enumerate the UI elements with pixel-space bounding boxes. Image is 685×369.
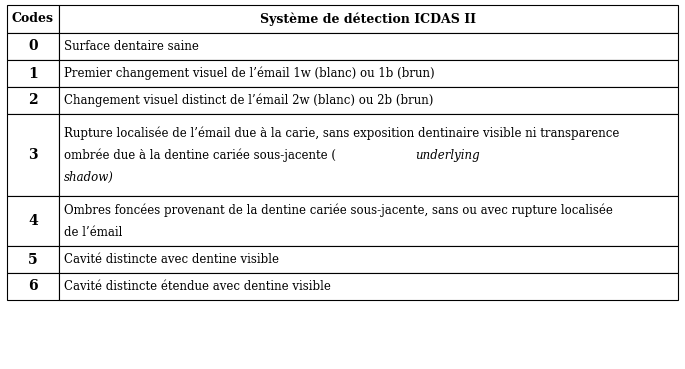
Text: Rupture localisée de l’émail due à la carie, sans exposition dentinaire visible : Rupture localisée de l’émail due à la ca… (64, 126, 619, 140)
Bar (7, 114, 59, 196)
Text: Cavité distincte avec dentine visible: Cavité distincte avec dentine visible (64, 253, 279, 266)
Bar (7, 87, 59, 114)
Bar (7, 273, 59, 300)
Bar (59, 246, 678, 273)
Text: Changement visuel distinct de l’émail 2w (blanc) ou 2b (brun): Changement visuel distinct de l’émail 2w… (64, 94, 434, 107)
Text: shadow): shadow) (64, 170, 114, 183)
Text: Codes: Codes (12, 13, 54, 25)
Text: underlying: underlying (415, 148, 480, 162)
Bar (59, 87, 678, 114)
Text: Ombres foncées provenant de la dentine cariée sous-jacente, sans ou avec rupture: Ombres foncées provenant de la dentine c… (64, 203, 613, 217)
Text: 0: 0 (28, 39, 38, 54)
Text: 3: 3 (28, 148, 38, 162)
Bar (7, 246, 59, 273)
Text: de l’émail: de l’émail (64, 225, 123, 238)
Bar (59, 5, 678, 33)
Bar (59, 114, 678, 196)
Text: ombrée due à la dentine cariée sous-jacente (: ombrée due à la dentine cariée sous-jace… (64, 148, 336, 162)
Text: Premier changement visuel de l’émail 1w (blanc) ou 1b (brun): Premier changement visuel de l’émail 1w … (64, 67, 434, 80)
Bar (59, 60, 678, 87)
Text: 5: 5 (28, 252, 38, 266)
Bar (7, 60, 59, 87)
Bar (7, 5, 59, 33)
Bar (59, 196, 678, 246)
Bar (59, 33, 678, 60)
Bar (59, 273, 678, 300)
Text: Cavité distincte étendue avec dentine visible: Cavité distincte étendue avec dentine vi… (64, 280, 331, 293)
Bar (7, 196, 59, 246)
Text: 4: 4 (28, 214, 38, 228)
Text: 1: 1 (28, 66, 38, 80)
Text: Surface dentaire saine: Surface dentaire saine (64, 40, 199, 53)
Text: Système de détection ICDAS II: Système de détection ICDAS II (260, 12, 477, 26)
Text: 2: 2 (28, 93, 38, 107)
Bar (7, 33, 59, 60)
Text: 6: 6 (28, 279, 38, 293)
